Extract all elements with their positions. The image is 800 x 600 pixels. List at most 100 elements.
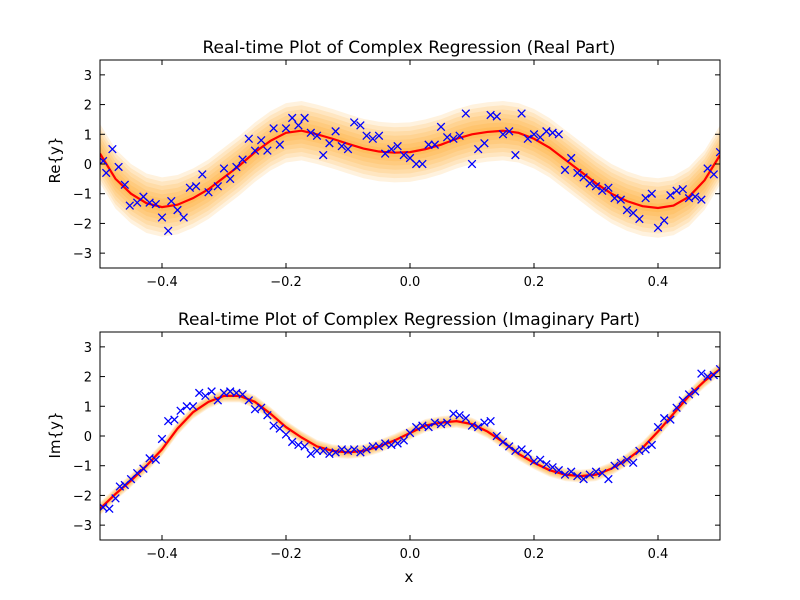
data-point (111, 494, 120, 503)
data-point (666, 190, 675, 200)
data-point (294, 121, 303, 130)
y-axis-label-imaginary: Im{y} (46, 412, 64, 459)
data-point (492, 112, 502, 121)
data-point (690, 192, 700, 201)
data-point (167, 196, 176, 206)
data-point (306, 449, 316, 459)
data-point (585, 179, 595, 188)
data-point (504, 127, 514, 136)
data-point (566, 467, 576, 476)
data-point (256, 135, 266, 145)
data-point (511, 150, 520, 160)
y-tick-label: 3 (84, 69, 92, 84)
data-point (374, 442, 384, 451)
data-point (238, 155, 247, 164)
data-point (362, 445, 371, 454)
data-point (173, 205, 182, 215)
data-point (145, 198, 154, 207)
data-point (690, 387, 700, 396)
data-point (232, 162, 241, 172)
data-point (244, 396, 254, 405)
data-point (560, 470, 570, 479)
data-point (170, 415, 179, 424)
data-point (697, 369, 706, 378)
data-point (597, 186, 607, 196)
y-tick-label: −2 (73, 217, 92, 232)
data-point (566, 153, 576, 163)
data-point (269, 124, 278, 133)
x-tick-label: −0.2 (270, 547, 302, 562)
data-point (461, 413, 471, 423)
data-point (399, 436, 409, 445)
data-point (455, 410, 464, 420)
data-point (628, 458, 638, 468)
data-point (616, 195, 626, 204)
data-point (163, 226, 173, 236)
data-point (362, 131, 371, 141)
data-point (424, 140, 433, 149)
data-point (263, 146, 272, 155)
data-point (455, 131, 464, 141)
data-point (275, 140, 285, 149)
data-point (250, 146, 260, 155)
data-point (287, 113, 297, 123)
data-point (250, 404, 260, 414)
data-point (610, 193, 619, 203)
data-point (306, 128, 316, 138)
x-tick-label: 0.0 (400, 275, 421, 290)
data-point (529, 456, 539, 466)
data-point (641, 193, 650, 203)
data-point (560, 165, 570, 175)
data-point (678, 184, 688, 194)
data-point (294, 440, 303, 450)
data-point (635, 214, 644, 224)
data-point (579, 474, 588, 484)
data-point (684, 193, 694, 203)
data-point (486, 416, 495, 426)
data-point (281, 430, 291, 439)
data-point (393, 141, 402, 151)
data-point (300, 113, 309, 123)
y-tick-label: 3 (84, 341, 92, 356)
data-point (542, 459, 551, 469)
data-point (542, 127, 551, 136)
chart-title-real: Real-time Plot of Complex Regression (Re… (202, 38, 615, 58)
x-tick-label: −0.2 (270, 275, 302, 290)
data-point (198, 170, 207, 179)
data-point (114, 162, 123, 172)
data-point (715, 147, 720, 157)
data-point (191, 182, 201, 191)
data-point (697, 195, 706, 204)
x-tick-label: −0.4 (146, 547, 178, 562)
real-part-panel: Real-time Plot of Complex Regression (Re… (46, 38, 721, 290)
data-point (659, 413, 669, 423)
data-point (263, 410, 272, 420)
data-point (523, 449, 533, 459)
x-tick-label: −0.4 (146, 275, 178, 290)
data-point (473, 422, 483, 432)
data-point (387, 440, 396, 450)
data-point (449, 134, 458, 144)
data-point (219, 388, 229, 398)
data-point (436, 122, 446, 132)
data-point (436, 419, 446, 429)
data-point (467, 159, 477, 169)
data-point (101, 168, 111, 178)
data-point (393, 439, 402, 448)
data-point (151, 199, 161, 209)
data-point (480, 418, 489, 427)
confidence-band (100, 101, 720, 238)
data-point (244, 134, 254, 144)
data-point (207, 387, 216, 396)
chart-title-imaginary: Real-time Plot of Complex Regression (Im… (178, 310, 640, 330)
y-tick-label: 2 (84, 99, 92, 114)
data-point (641, 445, 650, 454)
data-point (108, 144, 117, 154)
data-point (635, 446, 644, 456)
data-point (185, 183, 195, 193)
data-point (604, 183, 613, 193)
confidence-band (100, 122, 720, 217)
data-point (399, 150, 409, 160)
data-point (622, 455, 632, 465)
